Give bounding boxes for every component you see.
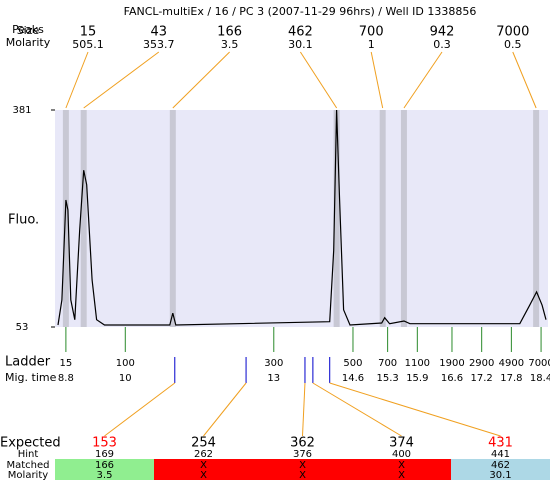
hint-size: 376 <box>293 449 312 460</box>
peak-connector <box>403 51 443 109</box>
ladder-time: 15.9 <box>406 373 428 384</box>
ladder-size: 700 <box>378 358 397 369</box>
match-cell <box>55 459 154 480</box>
ladder-time: 10 <box>119 373 132 384</box>
hint-size: 169 <box>95 449 114 460</box>
matched-molarity: 3.5 <box>97 470 113 480</box>
ladder-size: 2900 <box>469 358 494 369</box>
peak-band <box>169 110 176 327</box>
matched-molarity: X <box>398 470 405 480</box>
plot-area <box>55 110 548 327</box>
match-cell <box>352 459 451 480</box>
expected-connector <box>329 382 501 437</box>
ladder-size: 500 <box>343 358 362 369</box>
expected-label: Matched <box>6 460 49 471</box>
peak-molarity: 1 <box>368 38 375 51</box>
peak-size: 462 <box>288 25 313 40</box>
ladder-size: 300 <box>264 358 283 369</box>
expected-size: 374 <box>389 436 414 451</box>
peak-size: 43 <box>151 25 168 40</box>
expected-connector <box>203 382 247 437</box>
ladder-time: 8.8 <box>58 373 74 384</box>
peak-row-label: Molarity <box>6 36 51 49</box>
peak-connector <box>512 51 537 109</box>
matched-molarity: X <box>200 470 207 480</box>
peak-molarity: 3.5 <box>221 38 239 51</box>
expected-size: 431 <box>488 436 513 451</box>
peak-band <box>62 110 69 327</box>
ladder-size: 4900 <box>499 358 524 369</box>
expected-label: Expected <box>0 436 61 451</box>
ladder-time: 15.3 <box>376 373 398 384</box>
peak-connector <box>83 51 160 109</box>
expected-connector <box>302 382 306 437</box>
peak-size: 7000 <box>496 25 529 40</box>
ladder-time: 13 <box>267 373 280 384</box>
peak-band <box>400 110 407 327</box>
peak-size: 942 <box>430 25 455 40</box>
peak-size: 700 <box>359 25 384 40</box>
peak-size: 15 <box>80 25 97 40</box>
peak-connector <box>172 51 230 109</box>
peak-molarity: 30.1 <box>288 38 313 51</box>
hint-size: 400 <box>392 449 411 460</box>
expected-connector <box>312 382 402 437</box>
peak-band <box>333 110 340 327</box>
ladder-time: 16.6 <box>441 373 463 384</box>
peak-molarity: 505.1 <box>72 38 104 51</box>
match-cell <box>154 459 253 480</box>
expected-label: Molarity <box>8 470 48 480</box>
matched-molarity: X <box>299 470 306 480</box>
peak-molarity: 0.5 <box>504 38 522 51</box>
peak-band <box>379 110 386 327</box>
y-axis-label: Fluo. <box>8 213 39 228</box>
matched-size: X <box>200 460 207 471</box>
y-tick-label: 381 <box>12 105 31 116</box>
ladder-time: 17.2 <box>471 373 493 384</box>
matched-size: 166 <box>95 460 114 471</box>
ladder-size: 1900 <box>439 358 464 369</box>
peak-connector <box>65 51 89 109</box>
peak-band <box>80 110 87 327</box>
match-cell <box>451 459 550 480</box>
expected-size: 153 <box>92 436 117 451</box>
peak-connector <box>299 51 338 109</box>
ladder-size: 1100 <box>405 358 430 369</box>
hint-size: 262 <box>194 449 213 460</box>
y-tick-label: 53 <box>16 322 29 333</box>
peak-header: Peaks <box>12 23 44 36</box>
matched-size: 462 <box>491 460 510 471</box>
matched-size: X <box>398 460 405 471</box>
match-cell <box>253 459 352 480</box>
matched-molarity: 30.1 <box>489 470 511 480</box>
peak-molarity: 0.3 <box>433 38 451 51</box>
expected-size: 362 <box>290 436 315 451</box>
peak-molarity: 353.7 <box>143 38 175 51</box>
ladder-time: 17.8 <box>500 373 522 384</box>
expected-connector <box>104 382 176 437</box>
expected-size: 254 <box>191 436 216 451</box>
hint-size: 441 <box>491 449 510 460</box>
ladder-size: 100 <box>116 358 135 369</box>
matched-size: X <box>299 460 306 471</box>
peak-connector <box>370 51 384 109</box>
ladder-size: 15 <box>60 358 73 369</box>
peak-size: 166 <box>217 25 242 40</box>
ladder-time: 14.6 <box>342 373 364 384</box>
expected-label: Hint <box>18 449 39 460</box>
ladder-label: Mig. time <box>5 371 57 384</box>
peak-band <box>533 110 540 327</box>
ladder-time: 18.4 <box>530 373 550 384</box>
peak-row-label: Size <box>17 24 40 37</box>
chart-title: FANCL-multiEx / 16 / PC 3 (2007-11-29 96… <box>124 5 477 18</box>
ladder-label: Ladder <box>5 355 51 370</box>
ladder-size: 7000 <box>528 358 550 369</box>
trace <box>57 109 547 326</box>
